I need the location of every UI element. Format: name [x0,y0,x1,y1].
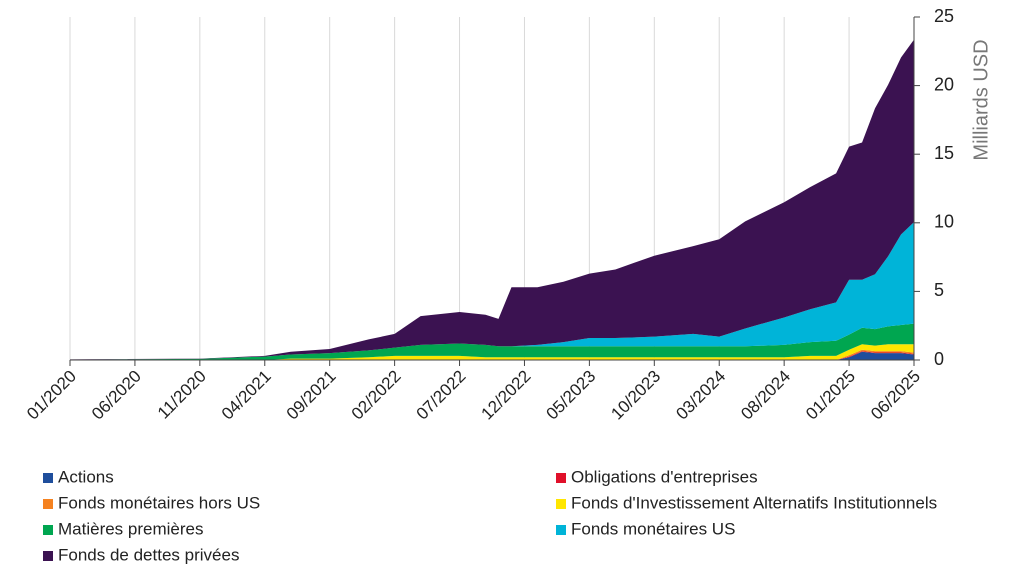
legend-swatch [43,499,53,509]
y-tick-label: 20 [934,74,954,94]
x-tick-label: 05/2023 [542,367,599,424]
area [70,344,914,360]
legend-label: Fonds monétaires hors US [58,493,260,512]
x-tick-label: 10/2023 [607,367,664,424]
legend-label: Fonds de dettes privées [58,545,239,564]
legend-swatch [556,499,566,509]
x-tick-label: 07/2022 [413,367,470,424]
y-tick-label: 15 [934,143,954,163]
y-axis-label: Milliards USD [970,39,992,160]
x-tick-label: 01/2025 [802,367,859,424]
legend-label: Matières premières [58,519,204,538]
x-tick-label: 02/2022 [348,367,405,424]
x-tick-label: 08/2024 [737,367,794,424]
legend-swatch [43,551,53,561]
legend-swatch [556,525,566,535]
legend-label: Actions [58,467,114,486]
legend-label: Obligations d'entreprises [571,467,758,486]
x-tick-label: 06/2025 [867,367,924,424]
y-tick-label: 0 [934,349,944,369]
legend-swatch [43,473,53,483]
x-tick-label: 03/2024 [672,367,729,424]
y-tick-label: 5 [934,280,944,300]
x-tick-label: 04/2021 [218,367,275,424]
x-tick-label: 12/2022 [478,367,535,424]
legend-label: Fonds monétaires US [571,519,735,538]
x-tick-label: 06/2020 [88,367,145,424]
legend-swatch [556,473,566,483]
x-tick-label: 01/2020 [23,367,80,424]
area [70,39,914,360]
y-tick-label: 10 [934,212,954,232]
x-tick-label: 09/2021 [283,367,340,424]
x-tick-label: 11/2020 [154,367,210,423]
legend-label: Fonds d'Investissement Alternatifs Insti… [571,493,937,512]
legend-swatch [43,525,53,535]
y-tick-label: 25 [934,6,954,26]
area [70,323,914,360]
